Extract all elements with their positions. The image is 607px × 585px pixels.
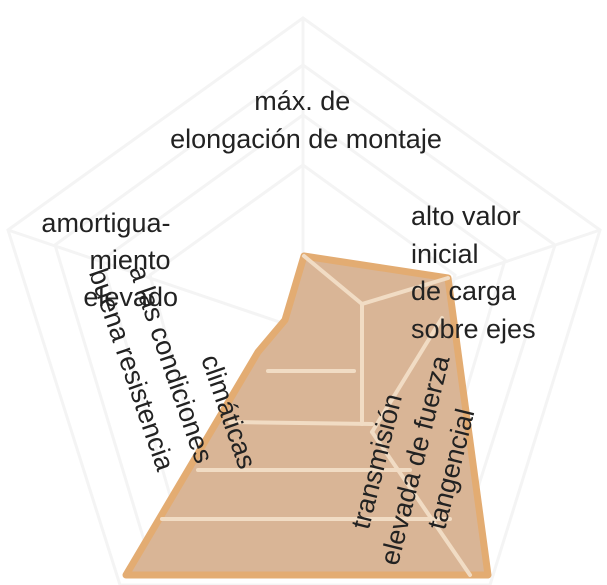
label-lower-left: buena resistencia a las condiciones clim… <box>83 239 262 498</box>
inner-line-1 <box>302 254 364 306</box>
inner-line-4 <box>370 316 444 434</box>
label-left-line: miento <box>89 245 170 275</box>
label-right-line: sobre ejes <box>411 314 536 344</box>
inner-line-9 <box>370 430 472 577</box>
label-top: máx. de elongación de montaje <box>170 86 442 154</box>
label-left: amortigua- miento elevado <box>41 208 178 312</box>
grid-spoke-left <box>7 228 304 332</box>
inner-lines <box>160 254 472 577</box>
grid-ring-outer <box>6 16 602 585</box>
label-right-line: alto valor <box>411 201 521 231</box>
inner-line-6 <box>228 420 374 426</box>
inner-line-2 <box>360 276 450 306</box>
label-right-line: de carga <box>411 276 517 306</box>
label-right-line: inicial <box>411 239 479 269</box>
label-left-line: amortigua- <box>41 208 170 238</box>
label-top-line: máx. de <box>254 86 350 116</box>
label-left-line: elevado <box>83 282 178 312</box>
label-top-line: elongación de montaje <box>170 124 442 154</box>
label-right: alto valor inicial de carga sobre ejes <box>411 201 536 344</box>
